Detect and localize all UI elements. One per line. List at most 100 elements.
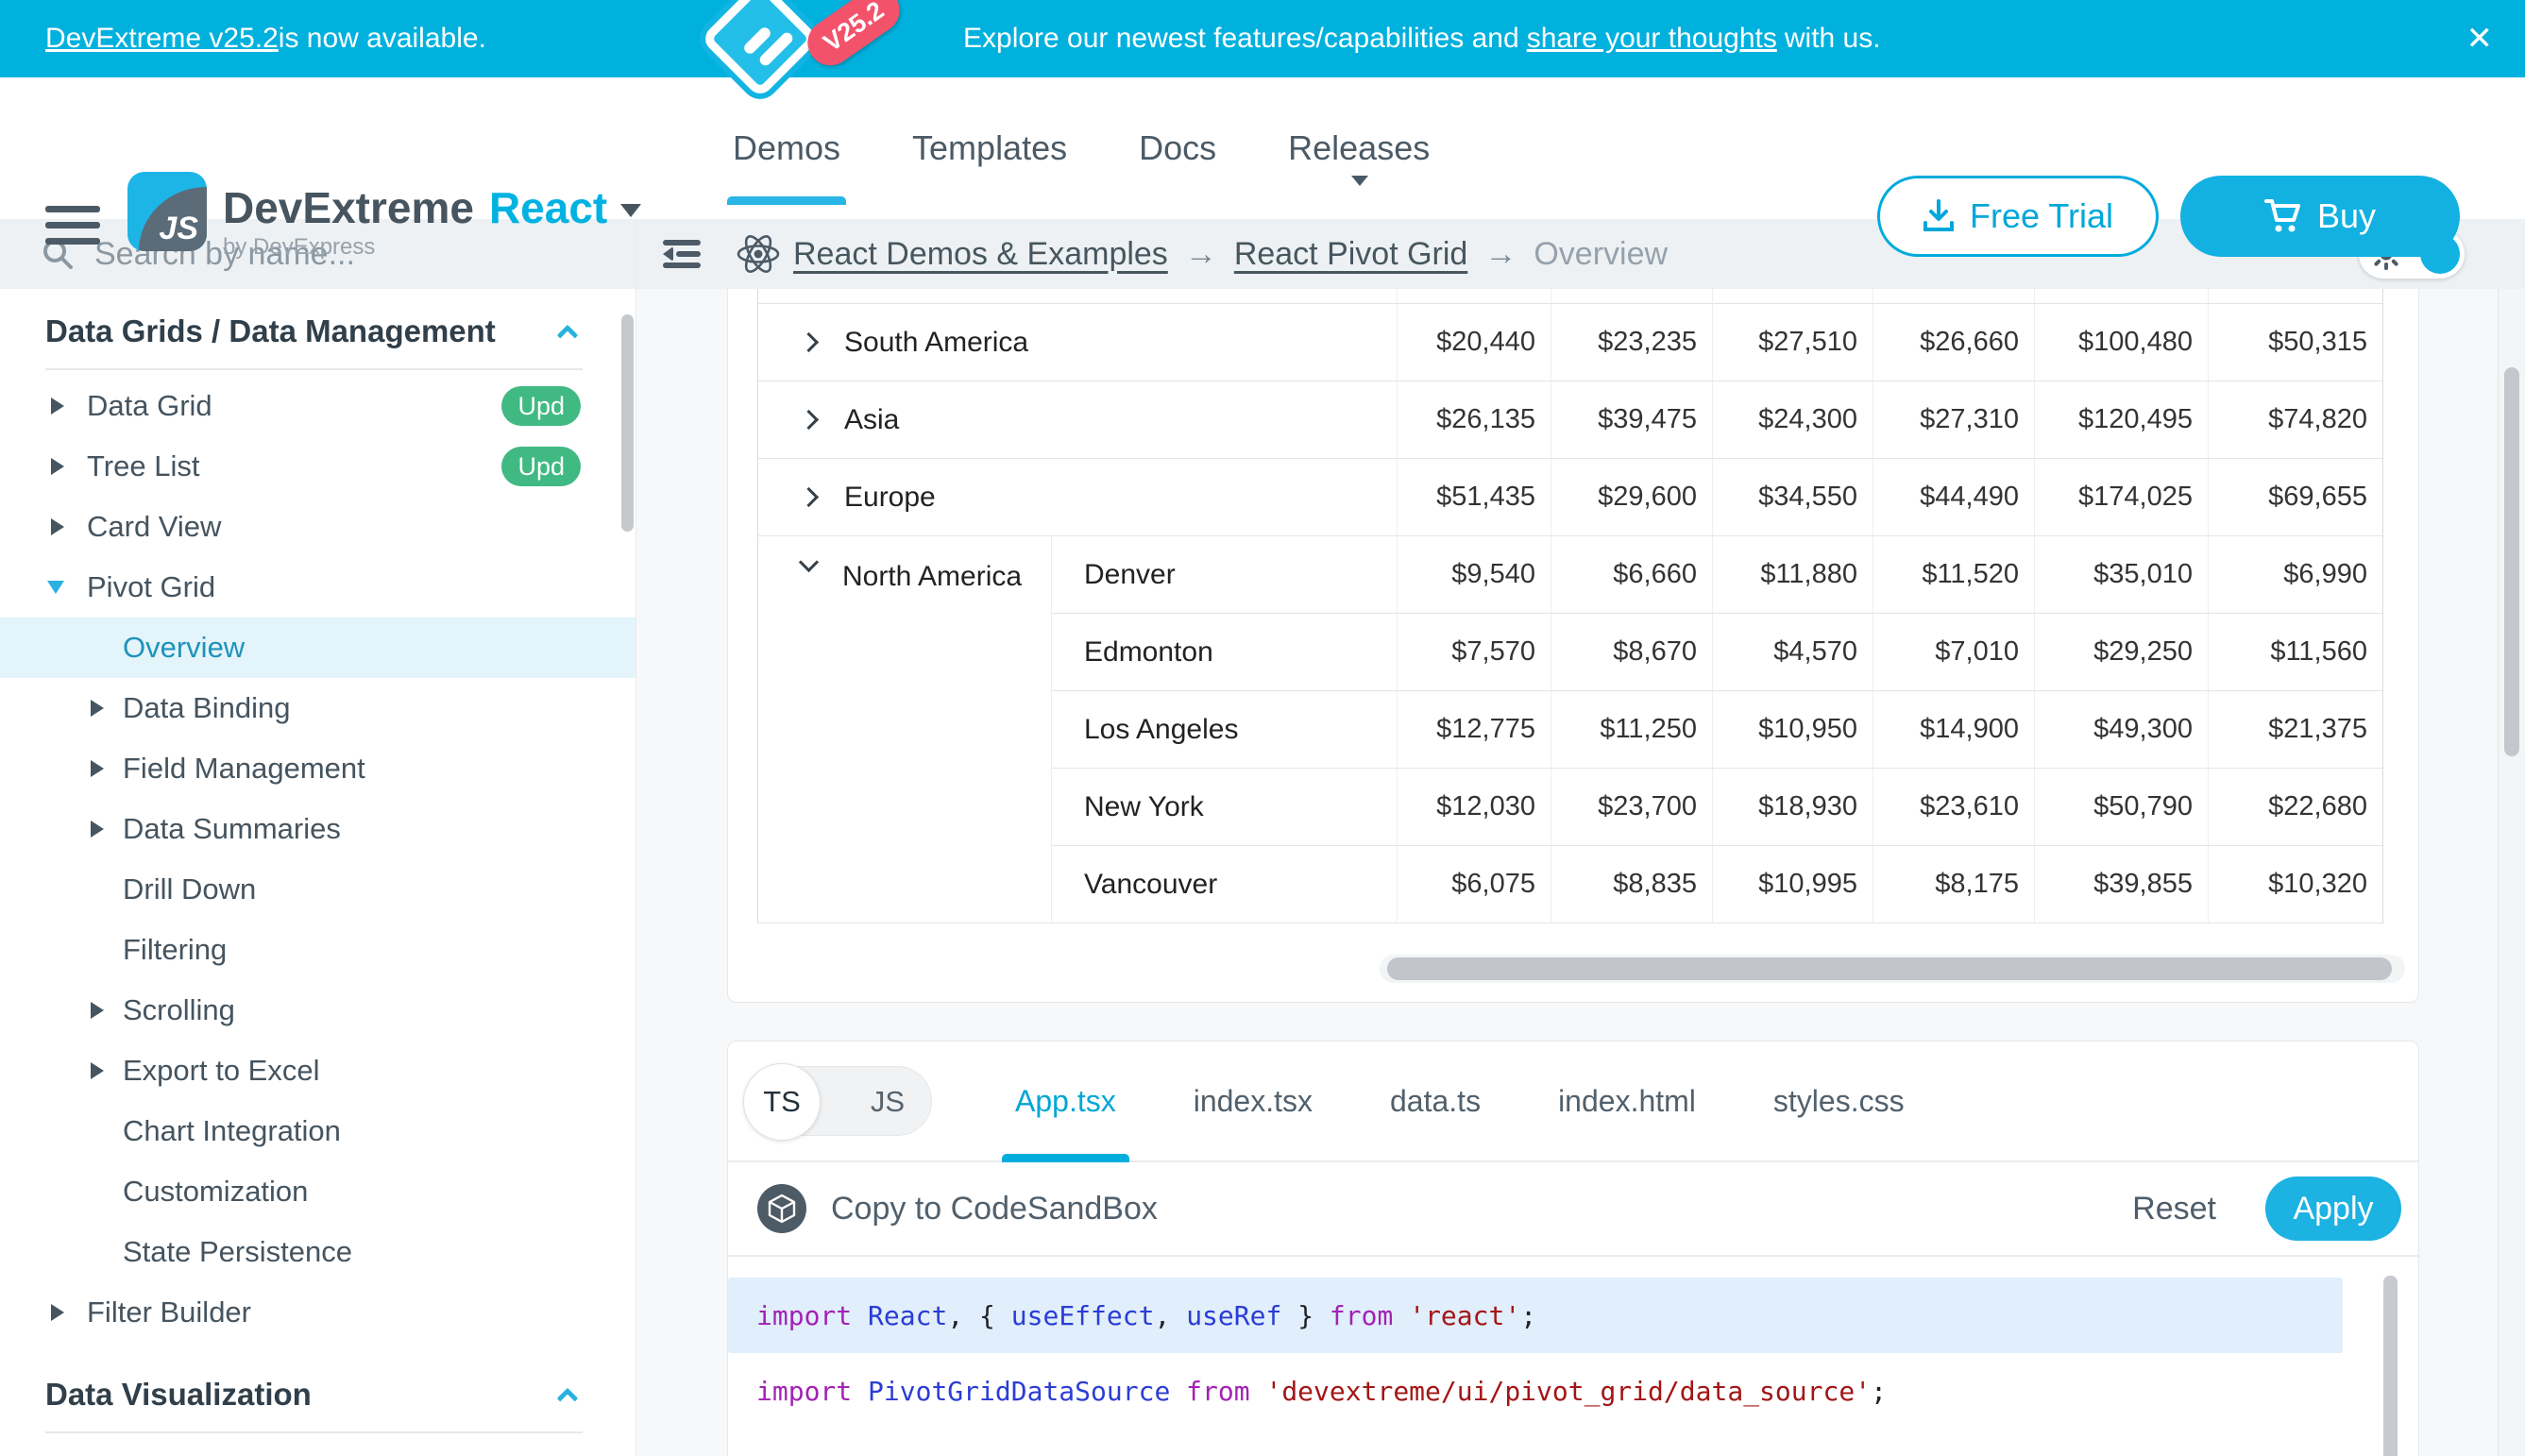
sidebar-item-data-summaries[interactable]: Data Summaries [0, 799, 635, 859]
pivot-value-cell[interactable]: $100,480 [2035, 304, 2209, 381]
collapse-panel-icon[interactable] [663, 240, 701, 268]
pivot-value-cell[interactable]: $8,175 [1873, 846, 2035, 923]
share-thoughts-link[interactable]: share your thoughts [1527, 23, 1777, 55]
pivot-value-cell[interactable]: $44,490 [1873, 459, 2035, 536]
pivot-value-cell[interactable]: $23,610 [1873, 769, 2035, 846]
sidebar-item-filtering[interactable]: Filtering [0, 920, 635, 980]
language-toggle-knob[interactable]: TS [743, 1063, 821, 1141]
devextreme-js-logo[interactable]: JS [127, 172, 207, 251]
breadcrumb-link[interactable]: React Demos & Examples [793, 236, 1168, 273]
pivot-value-cell[interactable]: $7,570 [1398, 614, 1551, 691]
pivot-city-edmonton[interactable]: Edmonton [1052, 614, 1398, 691]
sidebar-item-tree-list[interactable]: Tree ListUpd [0, 436, 635, 497]
pivot-value-cell[interactable]: $14,900 [1873, 691, 2035, 769]
pivot-value-cell[interactable]: $69,655 [2209, 459, 2382, 536]
pivot-value-cell[interactable]: $49,300 [2035, 691, 2209, 769]
pivot-value-cell[interactable]: $11,250 [1551, 691, 1713, 769]
chevron-up-icon[interactable] [557, 1388, 579, 1410]
pivot-value-cell[interactable]: $11,520 [1873, 536, 2035, 614]
sidebar-item-data-binding[interactable]: Data Binding [0, 678, 635, 738]
pivot-value-cell[interactable]: $35,010 [2035, 536, 2209, 614]
pivot-value-cell[interactable]: $10,995 [1713, 846, 1873, 923]
pivot-value-cell[interactable]: $8,835 [1551, 846, 1713, 923]
language-toggle-js-label[interactable]: JS [871, 1067, 905, 1137]
pivot-value-cell[interactable]: $21,375 [2209, 691, 2382, 769]
banner-version-link[interactable]: DevExtreme v25.2 [45, 23, 279, 55]
pivot-value-cell[interactable]: $23,700 [1551, 769, 1713, 846]
expand-chevron-icon[interactable] [799, 487, 819, 507]
free-trial-button[interactable]: Free Trial [1877, 176, 2159, 257]
sidebar-item-export-to-excel[interactable]: Export to Excel [0, 1041, 635, 1101]
pivot-row-europe[interactable]: Europe [758, 459, 1398, 536]
sidebar-item-overview[interactable]: Overview [0, 618, 635, 678]
pivot-value-cell[interactable]: $12,775 [1398, 691, 1551, 769]
sidebar-item-data-grid[interactable]: Data GridUpd [0, 376, 635, 436]
pivot-value-cell[interactable]: $34,550 [1713, 459, 1873, 536]
sidebar-item-customization[interactable]: Customization [0, 1161, 635, 1222]
pivot-value-cell[interactable]: $18,930 [1713, 769, 1873, 846]
pivot-value-cell[interactable]: $120,495 [2035, 381, 2209, 459]
pivot-horizontal-scrollbar[interactable] [1387, 957, 2392, 980]
pivot-row-north-america[interactable]: North America [758, 536, 1052, 923]
banner-close-icon[interactable]: ✕ [2466, 0, 2494, 77]
tab-data-ts[interactable]: data.ts [1390, 1041, 1481, 1160]
tab-index-tsx[interactable]: index.tsx [1194, 1041, 1313, 1160]
pivot-value-cell[interactable]: $6,075 [1398, 846, 1551, 923]
reset-button[interactable]: Reset [2132, 1191, 2216, 1227]
sidebar-section-data-visualization[interactable]: Data Visualization [0, 1367, 635, 1422]
pivot-value-cell[interactable]: $27,510 [1713, 304, 1873, 381]
apply-button[interactable]: Apply [2265, 1177, 2401, 1241]
sidebar-item-pivot-grid[interactable]: Pivot Grid [0, 557, 635, 618]
pivot-value-cell[interactable]: $10,320 [2209, 846, 2382, 923]
framework-selector[interactable]: React [489, 183, 607, 232]
hamburger-menu-icon[interactable] [45, 206, 100, 245]
sidebar-item-field-management[interactable]: Field Management [0, 738, 635, 799]
sidebar-item-filter-builder[interactable]: Filter Builder [0, 1282, 635, 1343]
pivot-value-cell[interactable]: $27,310 [1873, 381, 2035, 459]
pivot-value-cell[interactable]: $51,435 [1398, 459, 1551, 536]
sidebar-item-drill-down[interactable]: Drill Down [0, 859, 635, 920]
pivot-value-cell[interactable]: $39,855 [2035, 846, 2209, 923]
sidebar-section-data-grids-data-management[interactable]: Data Grids / Data Management [0, 304, 635, 359]
breadcrumb-link[interactable]: React Pivot Grid [1234, 236, 1468, 273]
pivot-value-cell[interactable]: $26,135 [1398, 381, 1551, 459]
pivot-value-cell[interactable]: $9,540 [1398, 536, 1551, 614]
nav-item-demos[interactable]: Demos [733, 77, 840, 219]
tab-index-html[interactable]: index.html [1558, 1041, 1696, 1160]
page-scrollbar[interactable] [2504, 367, 2519, 756]
pivot-city-vancouver[interactable]: Vancouver [1052, 846, 1398, 923]
pivot-value-cell[interactable]: $10,950 [1713, 691, 1873, 769]
code-scrollbar[interactable] [2383, 1276, 2398, 1456]
pivot-value-cell[interactable]: $26,660 [1873, 304, 2035, 381]
language-toggle[interactable]: TS JS [745, 1066, 932, 1136]
pivot-value-cell[interactable]: $8,670 [1551, 614, 1713, 691]
pivot-value-cell[interactable]: $20,440 [1398, 304, 1551, 381]
pivot-value-cell[interactable]: $23,235 [1551, 304, 1713, 381]
nav-item-templates[interactable]: Templates [912, 77, 1067, 219]
pivot-row-asia[interactable]: Asia [758, 381, 1398, 459]
chevron-up-icon[interactable] [557, 325, 579, 347]
code-editor[interactable]: import React, { useEffect, useRef } from… [728, 1257, 2418, 1456]
pivot-value-cell[interactable]: $12,030 [1398, 769, 1551, 846]
tab-styles-css[interactable]: styles.css [1773, 1041, 1905, 1160]
copy-to-codesandbox-button[interactable]: Copy to CodeSandBox [831, 1191, 1158, 1227]
sidebar-item-scrolling[interactable]: Scrolling [0, 980, 635, 1041]
pivot-value-cell[interactable]: $74,820 [2209, 381, 2382, 459]
sidebar-item-chart-integration[interactable]: Chart Integration [0, 1101, 635, 1161]
pivot-value-cell[interactable]: $29,250 [2035, 614, 2209, 691]
pivot-value-cell[interactable]: $6,660 [1551, 536, 1713, 614]
sidebar-item-card-view[interactable]: Card View [0, 497, 635, 557]
pivot-value-cell[interactable]: $7,010 [1873, 614, 2035, 691]
pivot-city-denver[interactable]: Denver [1052, 536, 1398, 614]
pivot-value-cell[interactable]: $50,315 [2209, 304, 2382, 381]
nav-item-docs[interactable]: Docs [1139, 77, 1216, 219]
framework-caret-icon[interactable] [620, 204, 641, 217]
pivot-value-cell[interactable]: $11,880 [1713, 536, 1873, 614]
pivot-value-cell[interactable]: $174,025 [2035, 459, 2209, 536]
pivot-value-cell[interactable]: $39,475 [1551, 381, 1713, 459]
pivot-city-new-york[interactable]: New York [1052, 769, 1398, 846]
pivot-value-cell[interactable]: $4,570 [1713, 614, 1873, 691]
pivot-value-cell[interactable]: $11,560 [2209, 614, 2382, 691]
sidebar-item-state-persistence[interactable]: State Persistence [0, 1222, 635, 1282]
expand-chevron-icon[interactable] [799, 332, 819, 352]
